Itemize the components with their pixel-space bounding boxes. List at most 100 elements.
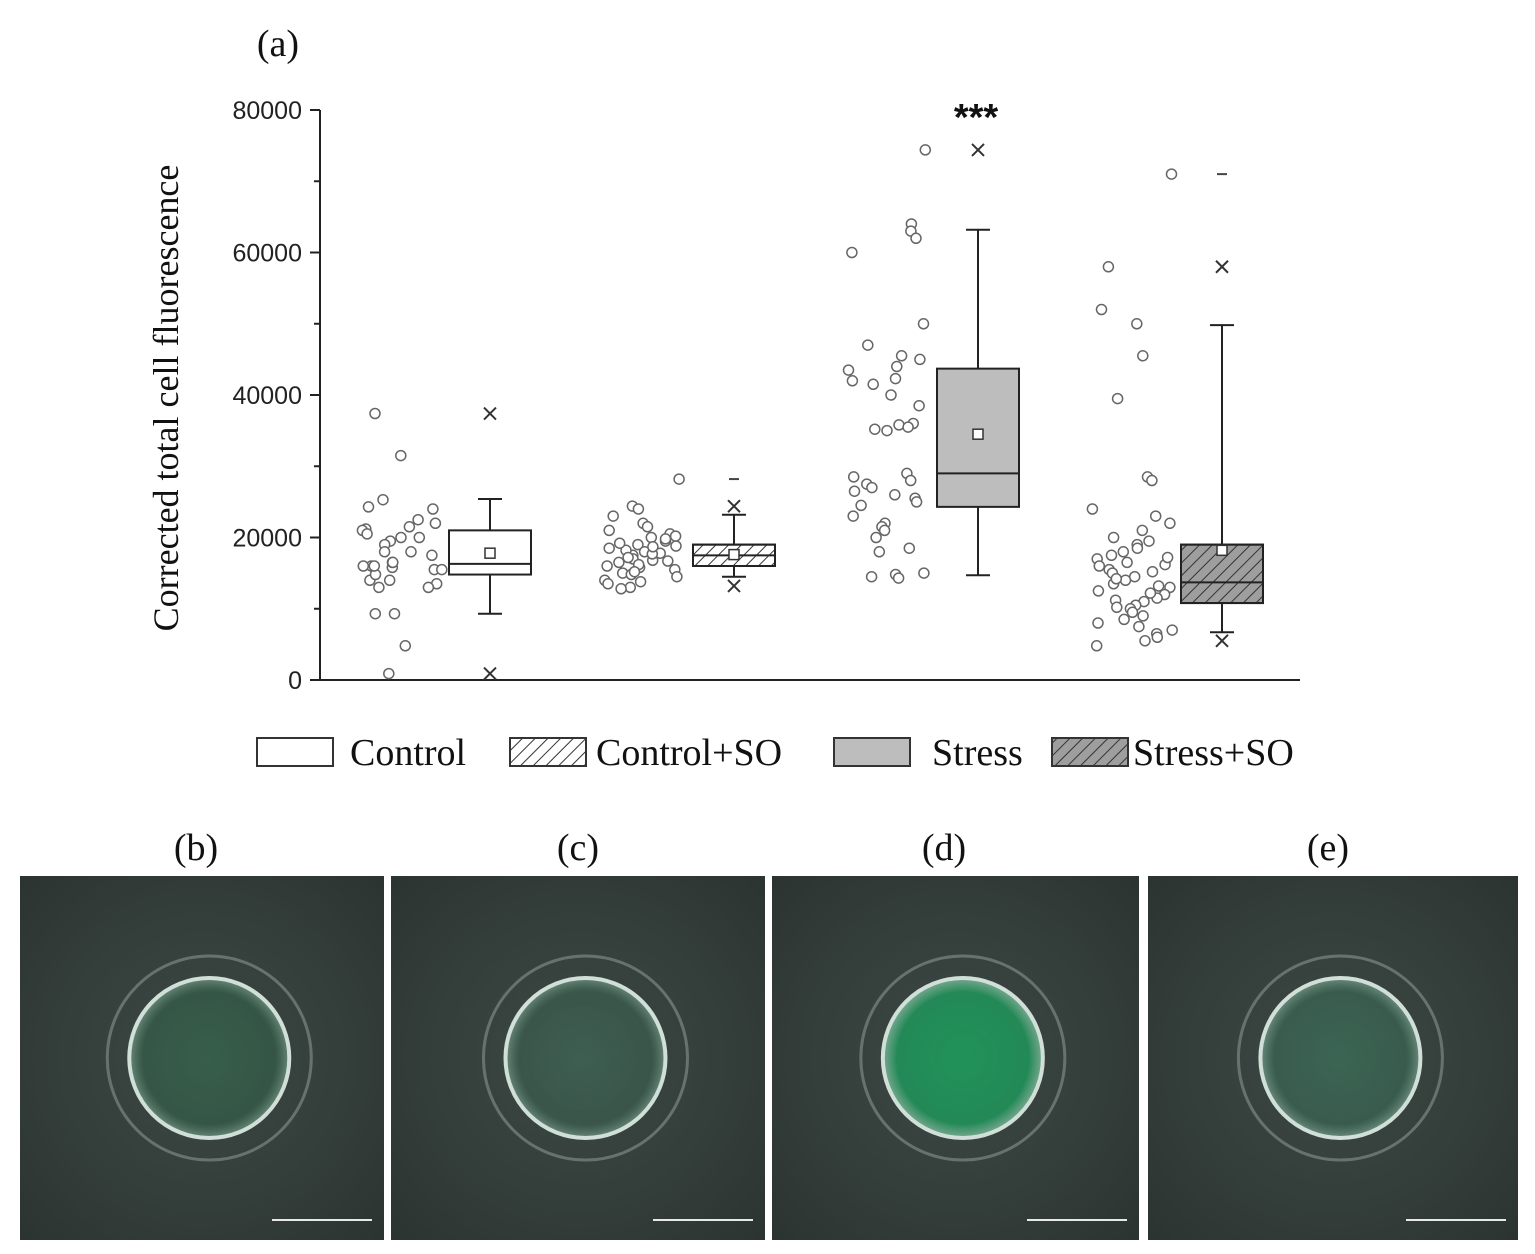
image-label-e: (e) (1306, 827, 1350, 869)
data-point (1118, 613, 1130, 626)
mean-marker (484, 547, 496, 559)
min-marker (1215, 634, 1229, 648)
data-point (1151, 631, 1164, 644)
data-point (670, 540, 682, 552)
data-point (889, 372, 902, 385)
data-point (645, 531, 658, 544)
data-point (867, 378, 879, 391)
data-point (613, 537, 626, 549)
legend-label: Stress (932, 732, 1023, 774)
mean-marker (1216, 544, 1228, 557)
data-point (378, 546, 391, 558)
data-point (662, 555, 674, 567)
data-point (1102, 261, 1115, 273)
group-control-plus-so (599, 473, 776, 595)
data-point (1149, 510, 1162, 522)
data-point (862, 339, 874, 351)
data-point (919, 144, 932, 156)
data-point (634, 575, 647, 588)
data-point (429, 517, 442, 530)
data-point (413, 531, 426, 544)
box-plot-chart: (a) Corrected total cell fluorescence 0 2… (146, 23, 1300, 774)
data-point (399, 640, 412, 652)
data-point (866, 481, 878, 494)
data-point (632, 503, 645, 515)
data-point (1137, 350, 1149, 362)
significance-annotation: *** (954, 97, 999, 139)
legend-item-control-plus-so: Control+SO (509, 732, 782, 774)
data-point (671, 570, 683, 583)
data-point (405, 546, 417, 558)
data-point (383, 574, 396, 587)
data-point (607, 510, 619, 522)
image-label-b: (b) (173, 827, 219, 869)
data-point (848, 485, 861, 497)
legend-swatch-hatch (509, 737, 587, 767)
y-ticks: 0 20000 40000 60000 80000 (232, 97, 320, 695)
data-point (1126, 606, 1139, 619)
data-point (622, 551, 634, 564)
data-point (1139, 635, 1151, 647)
legend-item-control: Control (256, 732, 466, 774)
y-tick-label: 60000 (232, 240, 302, 268)
image-label-c: (c) (556, 827, 600, 869)
data-point (388, 607, 401, 620)
data-point (918, 567, 930, 579)
data-point (1131, 318, 1143, 330)
data-point (842, 364, 855, 376)
data-point (357, 560, 370, 572)
data-point (603, 524, 615, 537)
data-point (615, 583, 627, 595)
micrograph-b (20, 876, 384, 1240)
data-point (881, 424, 893, 437)
data-point (1137, 610, 1149, 622)
data-point (641, 521, 654, 533)
group-stress-plus-so (1086, 168, 1264, 652)
data-point (1164, 517, 1176, 530)
group-control (356, 406, 532, 681)
data-point (1144, 587, 1157, 599)
data-point (913, 399, 925, 412)
data-point (1146, 474, 1158, 487)
data-point (889, 489, 901, 501)
data-point (904, 474, 917, 487)
data-point (846, 246, 858, 259)
data-point (632, 538, 644, 551)
oocyte-cell (503, 976, 668, 1140)
data-point (1121, 556, 1133, 569)
zona-pellucida (105, 954, 313, 1162)
data-point (1131, 542, 1144, 554)
data-point (1161, 551, 1174, 564)
data-point (895, 350, 908, 362)
data-point (395, 531, 407, 544)
data-point (855, 499, 867, 512)
data-point (377, 493, 389, 506)
y-tick-label: 0 (288, 667, 302, 695)
mean-marker (728, 548, 740, 561)
max-marker (727, 499, 741, 513)
legend: Control Control+SO Stress Stress+SO (256, 732, 1294, 774)
micrograph-c (391, 876, 765, 1240)
data-point (601, 560, 613, 572)
legend-label: Control (350, 732, 466, 774)
data-point (383, 667, 395, 680)
legend-item-stress: Stress (833, 732, 1023, 774)
data-point (1117, 546, 1130, 558)
data-point (891, 360, 903, 373)
oocyte-cell (127, 976, 292, 1140)
micrograph-d (772, 876, 1139, 1240)
data-point (1092, 617, 1104, 629)
max-marker (1215, 260, 1229, 274)
data-point (369, 407, 381, 420)
data-point (1165, 168, 1178, 180)
max-marker (971, 143, 985, 157)
data-point (362, 501, 375, 513)
data-point (412, 513, 424, 526)
data-point (436, 563, 448, 576)
legend-swatch-hatch (1051, 737, 1129, 767)
data-point (624, 581, 637, 594)
legend-label: Stress+SO (1133, 732, 1294, 774)
data-point (910, 232, 922, 245)
data-point (902, 421, 914, 433)
data-point (603, 542, 615, 554)
